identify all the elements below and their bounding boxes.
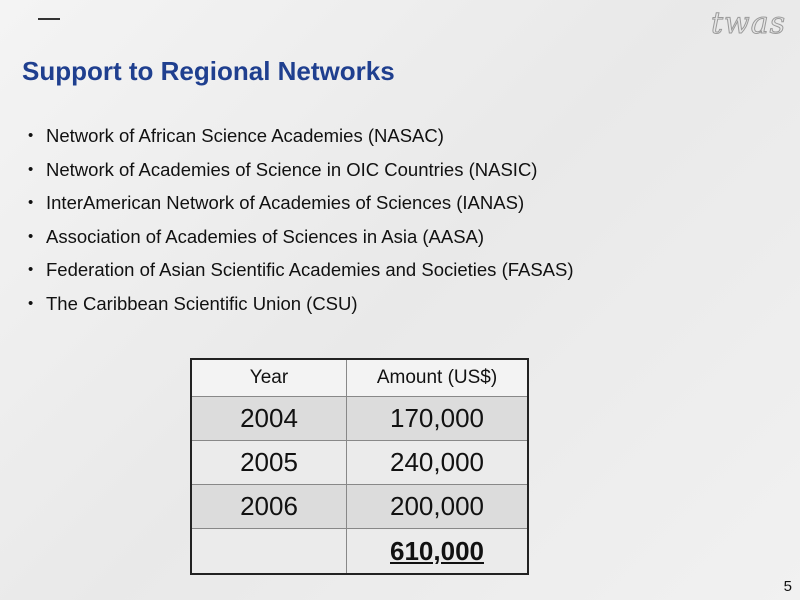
total-cell: 610,000 [346,528,529,575]
header-cell: Year [190,358,347,397]
funding-table: Year Amount (US$) 2004 170,000 2005 240,… [190,358,529,575]
cell: 240,000 [346,440,529,485]
bullet: Network of African Science Academies (NA… [28,122,574,156]
bullet: Network of Academies of Science in OIC C… [28,156,574,190]
page-number: 5 [783,578,792,595]
cell [190,528,347,575]
row: 2006 200,000 [190,484,529,529]
bullet: Federation of Asian Scientific Academies… [28,256,574,290]
header-row: Year Amount (US$) [190,358,529,397]
bullet: InterAmerican Network of Academies of Sc… [28,189,574,223]
total-row: 610,000 [190,528,529,575]
bullet: The Caribbean Scientific Union (CSU) [28,290,574,324]
slide-title: Support to Regional Networks [22,56,395,86]
header-mark [38,18,60,20]
bullet-list: Network of African Science Academies (NA… [28,122,574,323]
total: 610,000 [390,535,484,566]
row: 2005 240,000 [190,440,529,485]
bullet: Association of Academies of Sciences in … [28,223,574,257]
cell: 2006 [190,484,347,529]
cell: 200,000 [346,484,529,529]
header-cell: Amount (US$) [346,358,529,397]
logo: twas [710,6,786,42]
cell: 2005 [190,440,347,485]
row: 2004 170,000 [190,396,529,441]
cell: 2004 [190,396,347,441]
cell: 170,000 [346,396,529,441]
